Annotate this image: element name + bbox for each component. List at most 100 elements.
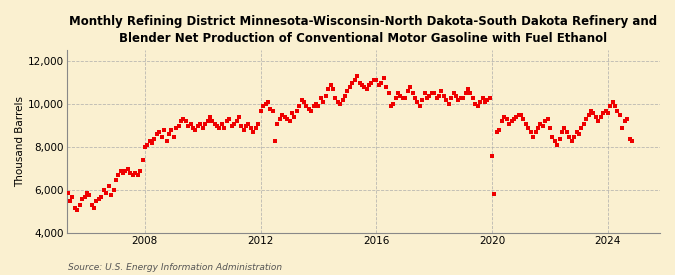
Point bbox=[385, 104, 396, 109]
Point bbox=[70, 205, 80, 210]
Point bbox=[520, 121, 531, 126]
Point bbox=[275, 117, 286, 122]
Point bbox=[414, 104, 425, 109]
Point bbox=[619, 119, 630, 124]
Point bbox=[77, 197, 88, 201]
Point bbox=[610, 104, 620, 109]
Point bbox=[253, 121, 264, 126]
Point bbox=[615, 113, 626, 117]
Point bbox=[578, 121, 589, 126]
Y-axis label: Thousand Barrels: Thousand Barrels bbox=[15, 97, 25, 187]
Point bbox=[593, 119, 603, 124]
Point bbox=[342, 89, 353, 94]
Point bbox=[528, 134, 539, 139]
Point bbox=[190, 128, 201, 132]
Point bbox=[260, 102, 271, 106]
Point bbox=[549, 139, 560, 143]
Point bbox=[622, 117, 632, 122]
Point bbox=[284, 119, 295, 124]
Point bbox=[514, 113, 524, 117]
Point bbox=[477, 95, 488, 100]
Point bbox=[286, 111, 297, 115]
Point bbox=[494, 128, 505, 132]
Point bbox=[149, 136, 160, 141]
Point bbox=[128, 173, 138, 177]
Point bbox=[369, 78, 379, 83]
Point bbox=[301, 104, 312, 109]
Point bbox=[214, 126, 225, 130]
Point bbox=[134, 169, 145, 173]
Point bbox=[482, 98, 493, 102]
Point bbox=[407, 91, 418, 96]
Point bbox=[402, 89, 413, 94]
Point bbox=[277, 113, 288, 117]
Point bbox=[243, 121, 254, 126]
Point bbox=[422, 95, 433, 100]
Point bbox=[617, 126, 628, 130]
Point bbox=[489, 191, 500, 196]
Point bbox=[576, 126, 587, 130]
Point bbox=[289, 115, 300, 119]
Point bbox=[192, 123, 203, 128]
Point bbox=[296, 98, 307, 102]
Point bbox=[72, 208, 83, 212]
Point bbox=[465, 91, 476, 96]
Point bbox=[364, 82, 375, 87]
Point bbox=[516, 113, 526, 117]
Point bbox=[195, 121, 206, 126]
Point bbox=[294, 104, 304, 109]
Point bbox=[55, 210, 65, 214]
Point bbox=[511, 115, 522, 119]
Point bbox=[197, 126, 208, 130]
Point bbox=[626, 139, 637, 143]
Point bbox=[86, 203, 97, 208]
Point bbox=[115, 169, 126, 173]
Point bbox=[340, 94, 350, 98]
Point bbox=[502, 117, 512, 122]
Point bbox=[568, 134, 579, 139]
Point bbox=[219, 126, 230, 130]
Point bbox=[456, 95, 466, 100]
Point bbox=[217, 121, 227, 126]
Point bbox=[333, 100, 344, 104]
Point bbox=[504, 121, 514, 126]
Point bbox=[144, 139, 155, 143]
Point bbox=[101, 190, 112, 195]
Point bbox=[547, 134, 558, 139]
Point bbox=[583, 113, 594, 117]
Point bbox=[533, 126, 543, 130]
Point bbox=[472, 104, 483, 109]
Point bbox=[349, 78, 360, 83]
Point bbox=[381, 85, 392, 89]
Point bbox=[496, 119, 507, 124]
Point bbox=[359, 85, 370, 89]
Point bbox=[356, 82, 367, 87]
Point bbox=[453, 98, 464, 102]
Point bbox=[137, 158, 148, 163]
Point bbox=[325, 82, 336, 87]
Point bbox=[65, 199, 76, 203]
Point bbox=[166, 128, 177, 132]
Point bbox=[470, 102, 481, 106]
Point bbox=[424, 94, 435, 98]
Point bbox=[559, 126, 570, 130]
Point bbox=[603, 111, 614, 115]
Point bbox=[608, 100, 618, 104]
Point bbox=[624, 136, 635, 141]
Point bbox=[265, 106, 275, 111]
Point bbox=[557, 130, 568, 134]
Point bbox=[178, 117, 189, 122]
Point bbox=[250, 126, 261, 130]
Title: Monthly Refining District Minnesota-Wisconsin-North Dakota-South Dakota Refinery: Monthly Refining District Minnesota-Wisc… bbox=[70, 15, 657, 45]
Point bbox=[257, 104, 268, 109]
Point bbox=[562, 130, 572, 134]
Point bbox=[347, 81, 358, 85]
Point bbox=[525, 130, 536, 134]
Point bbox=[105, 192, 116, 197]
Point bbox=[140, 145, 151, 150]
Point bbox=[67, 195, 78, 199]
Point bbox=[535, 121, 546, 126]
Point bbox=[323, 87, 333, 91]
Point bbox=[597, 111, 608, 115]
Point bbox=[542, 117, 553, 122]
